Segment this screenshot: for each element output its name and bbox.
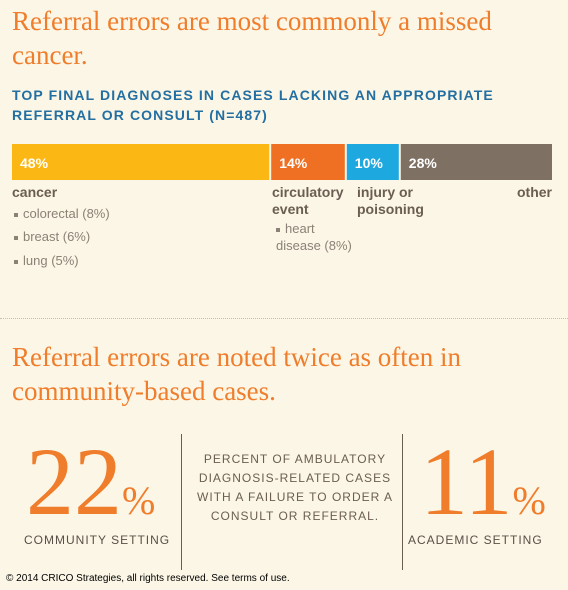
stat-academic-value: 11%: [420, 428, 546, 535]
bar-segment-injury: [346, 144, 399, 180]
category-cancer: cancer: [12, 184, 58, 200]
stacked-bar-chart: 48% 14% 10% 28%: [12, 144, 552, 180]
bullet-icon: [14, 235, 18, 240]
category-circulatory: circulatory event: [272, 184, 344, 217]
bar-value-label-injury: 10%: [355, 155, 384, 171]
headline-missed-cancer: Referral errors are most commonly a miss…: [12, 6, 492, 70]
bullet-icon: [14, 212, 18, 217]
headline-community-cases: Referral errors are noted twice as often…: [12, 342, 462, 406]
bar-value-label-cancer: 48%: [20, 155, 49, 171]
bar-segment-circulatory: [271, 144, 345, 180]
section-divider: [0, 318, 568, 319]
bar-segment-cancer: [12, 144, 270, 180]
stat-description: PERCENT OF AMBULATORY DIAGNOSIS-RELATED …: [197, 452, 393, 523]
circulatory-detail-heart-disease: heart disease (8%): [276, 221, 352, 253]
category-injury: injury or poisoning: [357, 184, 424, 217]
cancer-detail-colorectal: colorectal (8%): [14, 205, 110, 222]
divider-line-right: [402, 434, 403, 570]
bullet-icon: [14, 259, 18, 264]
bar-value-label-circulatory: 14%: [279, 155, 308, 171]
stat-community-label: COMMUNITY SETTING: [24, 533, 171, 547]
chart-subheading: TOP FINAL DIAGNOSES IN CASES LACKING AN …: [12, 87, 494, 123]
cancer-detail-breast: breast (6%): [14, 228, 90, 245]
divider-line-left: [181, 434, 182, 570]
stat-academic-label: ACADEMIC SETTING: [408, 533, 543, 547]
bar-segment-other: [400, 144, 552, 180]
stat-community-value: 22%: [26, 428, 156, 535]
cancer-detail-lung: lung (5%): [14, 252, 79, 269]
copyright-footer: © 2014 CRICO Strategies, all rights rese…: [6, 573, 290, 584]
bar-value-label-other: 28%: [409, 155, 438, 171]
category-other: other: [517, 184, 552, 200]
bullet-icon: [276, 227, 280, 232]
